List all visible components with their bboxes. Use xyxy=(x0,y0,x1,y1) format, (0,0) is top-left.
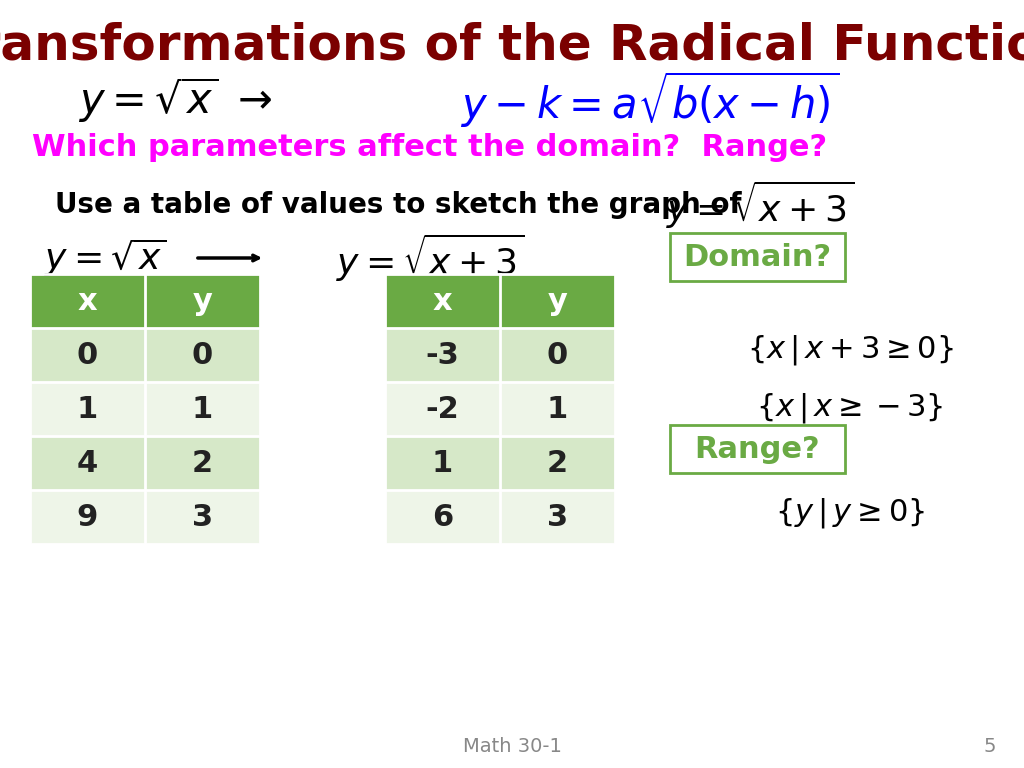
Bar xyxy=(500,490,615,544)
Text: 0: 0 xyxy=(77,340,98,369)
Text: 0: 0 xyxy=(191,340,213,369)
Text: 2: 2 xyxy=(191,449,213,478)
Text: $y = \sqrt{x+3}$: $y = \sqrt{x+3}$ xyxy=(336,232,524,284)
Bar xyxy=(500,436,615,490)
Text: $\{y\,|\,y\geq 0\}$: $\{y\,|\,y\geq 0\}$ xyxy=(775,496,925,530)
Bar xyxy=(385,328,500,382)
Bar xyxy=(30,436,145,490)
Text: y: y xyxy=(193,286,212,316)
Text: 6: 6 xyxy=(432,502,454,531)
Bar xyxy=(145,274,260,328)
Bar xyxy=(30,274,145,328)
Text: Transformations of the Radical Function: Transformations of the Radical Function xyxy=(0,22,1024,70)
Bar xyxy=(145,490,260,544)
Bar xyxy=(670,233,845,281)
Text: 1: 1 xyxy=(432,449,454,478)
Text: -3: -3 xyxy=(426,340,460,369)
Text: Use a table of values to sketch the graph of: Use a table of values to sketch the grap… xyxy=(55,191,741,219)
Text: 5: 5 xyxy=(984,737,996,756)
Text: 4: 4 xyxy=(77,449,98,478)
Bar xyxy=(500,274,615,328)
Bar xyxy=(30,490,145,544)
Bar xyxy=(385,382,500,436)
Text: $y - k = a\sqrt{b(x - h)}$: $y - k = a\sqrt{b(x - h)}$ xyxy=(461,70,840,131)
Bar xyxy=(145,436,260,490)
Text: $y = \sqrt{x+3}$: $y = \sqrt{x+3}$ xyxy=(666,179,854,231)
Text: x: x xyxy=(78,286,97,316)
Text: $\{x\,|\,x\geq -3\}$: $\{x\,|\,x\geq -3\}$ xyxy=(757,391,944,425)
Text: 2: 2 xyxy=(547,449,568,478)
Text: 9: 9 xyxy=(77,502,98,531)
Text: $\{x\,|\,x+3\geq 0\}$: $\{x\,|\,x+3\geq 0\}$ xyxy=(746,333,953,367)
Text: 1: 1 xyxy=(77,395,98,423)
Text: 1: 1 xyxy=(191,395,213,423)
Text: $y = \sqrt{x}$: $y = \sqrt{x}$ xyxy=(44,237,166,279)
Text: -2: -2 xyxy=(426,395,460,423)
Text: 3: 3 xyxy=(191,502,213,531)
Bar xyxy=(145,328,260,382)
Bar xyxy=(500,328,615,382)
Text: x: x xyxy=(433,286,453,316)
Text: Range?: Range? xyxy=(694,435,820,464)
Bar xyxy=(385,274,500,328)
Bar xyxy=(385,436,500,490)
Bar xyxy=(145,382,260,436)
Text: $y = \sqrt{x}\ \rightarrow$: $y = \sqrt{x}\ \rightarrow$ xyxy=(78,75,272,124)
Bar xyxy=(30,328,145,382)
Text: 0: 0 xyxy=(547,340,568,369)
Text: Which parameters affect the domain?  Range?: Which parameters affect the domain? Rang… xyxy=(33,134,827,163)
Text: Math 30-1: Math 30-1 xyxy=(463,737,561,756)
Bar xyxy=(385,490,500,544)
Bar xyxy=(500,382,615,436)
Bar xyxy=(670,425,845,473)
Text: 1: 1 xyxy=(547,395,568,423)
Text: Domain?: Domain? xyxy=(683,243,831,272)
Bar xyxy=(30,382,145,436)
Text: y: y xyxy=(548,286,567,316)
Text: 3: 3 xyxy=(547,502,568,531)
